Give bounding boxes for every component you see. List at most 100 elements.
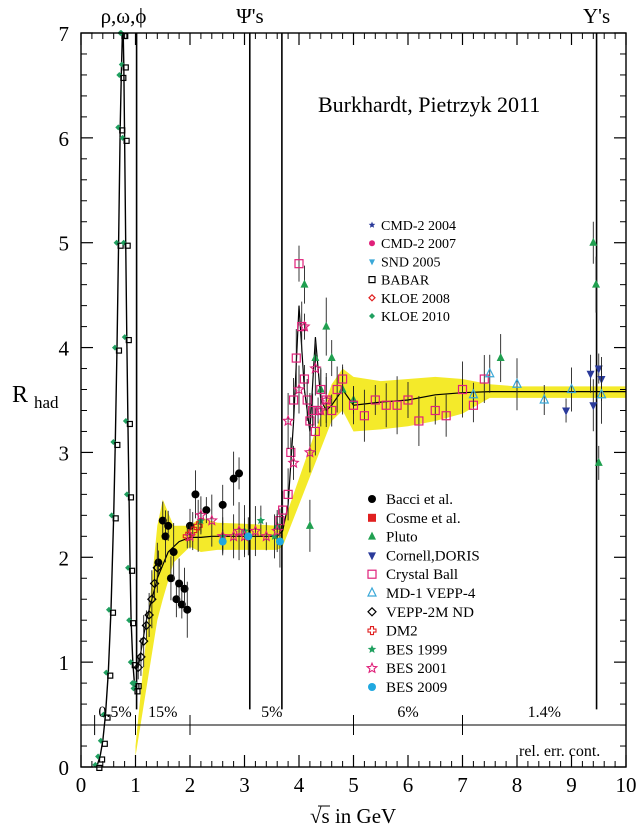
legend-marker (368, 531, 376, 540)
md-1-vepp-4-point (596, 388, 607, 399)
error-band (135, 368, 626, 757)
x-tick-label: 2 (185, 773, 196, 797)
bes-2009-point (218, 537, 227, 546)
bes-2001-point (303, 445, 317, 458)
crystal-ball-point (286, 447, 296, 458)
babar-point (125, 336, 132, 344)
crystal-ball-point (381, 400, 391, 410)
axes-layer: 0 1 2 3 4 5 6 7 8 9 10 0 1 2 3 4 5 6 7 ρ,ω,ϕ Ψ's Υ's (59, 4, 637, 797)
cornell-doris-point (589, 402, 598, 411)
rel-err-segment-label: 15% (148, 704, 177, 721)
rel-err-segment-label: 5% (261, 704, 282, 721)
x-tick-label: 7 (457, 773, 468, 797)
chart-title: Burkhardt, Pietrzyk 2011 (318, 92, 540, 117)
rel-err-layer: 0.5% 15% 5% 6% 1.4% (81, 704, 627, 736)
bacci-et-al--point (169, 548, 178, 557)
crystal-ball-point (291, 353, 301, 363)
x-axis-label: √s in GeV (310, 804, 396, 828)
crystal-ball-point (414, 416, 424, 426)
bacci-et-al--point (177, 600, 186, 609)
bacci-et-al--point (229, 474, 238, 483)
legend-marker (368, 276, 376, 284)
legend-entry-label: Cosme et al. (386, 511, 461, 527)
x-tick-label: 6 (403, 773, 414, 797)
babar-point (123, 137, 130, 144)
legend-entry-label: SND 2005 (381, 255, 441, 270)
legend-marker (369, 259, 375, 266)
y-axis-label-main: R (12, 382, 28, 408)
pluto-point (322, 321, 331, 330)
bacci-et-al--point (183, 605, 192, 614)
pluto-point (592, 279, 601, 288)
babar-point (107, 672, 114, 679)
crystal-ball-point (299, 374, 310, 384)
babar-point (117, 242, 124, 249)
y-tick-label: 4 (59, 337, 70, 361)
babar-point (120, 74, 127, 82)
rel-err-caption: rel. err. cont. (519, 743, 600, 760)
legend-entry-label: Pluto (386, 530, 418, 546)
crystal-ball-point (338, 374, 348, 384)
bes-2001-point (314, 404, 328, 416)
y-axis-label-sub: had (34, 393, 59, 412)
md-1-vepp-4-point (512, 377, 522, 388)
resonance-lines-layer (135, 33, 598, 710)
legend-marker (368, 683, 376, 691)
continuum-curve (137, 305, 626, 668)
crystal-ball-point (288, 395, 299, 405)
legend-marker (369, 240, 375, 247)
pluto-point (594, 457, 603, 466)
bes-2001-point (205, 514, 219, 526)
x-tick-label: 10 (616, 773, 637, 797)
pluto-point (305, 520, 314, 529)
rel-err-segment-label: 6% (397, 704, 418, 721)
legend-marker (367, 644, 377, 653)
x-tick-label: 1 (130, 773, 141, 797)
legend-entry-label: BES 2009 (386, 680, 447, 696)
bes-2009-point (275, 537, 284, 546)
babar-point (127, 494, 135, 501)
crystal-ball-point (294, 259, 304, 269)
data-points-layer (92, 30, 607, 772)
pluto-point (327, 353, 336, 362)
x-tick-label: 8 (512, 773, 523, 797)
x-axis-label-text: √s in GeV (310, 804, 396, 828)
legend-marker (368, 221, 376, 228)
legend-entry-label: BES 1999 (386, 642, 447, 658)
bes-2001-point (232, 524, 246, 537)
pluto-point (496, 353, 505, 362)
md-1-vepp-4-point (539, 393, 550, 404)
legend-marker (368, 495, 376, 503)
bes-2001-point (281, 414, 295, 427)
legend-entry-label: BABAR (381, 274, 430, 289)
md-1-vepp-4-point (566, 383, 577, 394)
resonance-label: Υ's (583, 4, 610, 28)
babar-point (98, 756, 106, 763)
bacci-et-al--point (218, 500, 227, 509)
babar-point (134, 688, 141, 695)
bacci-et-al--point (202, 506, 211, 515)
rho-peak-curve (96, 32, 138, 766)
bes-2001-point (309, 362, 322, 374)
legend-entry-label: KLOE 2008 (381, 292, 450, 307)
bacci-et-al--point (164, 521, 173, 530)
bes-2001-point (260, 529, 273, 542)
error-band-layer (135, 368, 626, 757)
babar-point (122, 64, 129, 71)
y-tick-label: 1 (59, 651, 70, 675)
bacci-et-al--point (235, 469, 244, 478)
y-tick-label: 5 (59, 232, 70, 256)
crystal-ball-point (308, 405, 318, 416)
pluto-point (300, 279, 309, 288)
y-axis-label: R had (12, 382, 59, 412)
crystal-ball-point (430, 405, 440, 416)
legend-entry-label: Bacci et al. (386, 492, 453, 508)
legend-entry-label: BES 2001 (386, 661, 447, 677)
babar-point (104, 714, 111, 721)
babar-point (135, 683, 142, 690)
legend-entry-label: MD-1 VEPP-4 (386, 586, 476, 602)
pluto-point (589, 237, 598, 246)
x-tick-label: 9 (566, 773, 577, 797)
bes-2001-point (298, 320, 311, 332)
